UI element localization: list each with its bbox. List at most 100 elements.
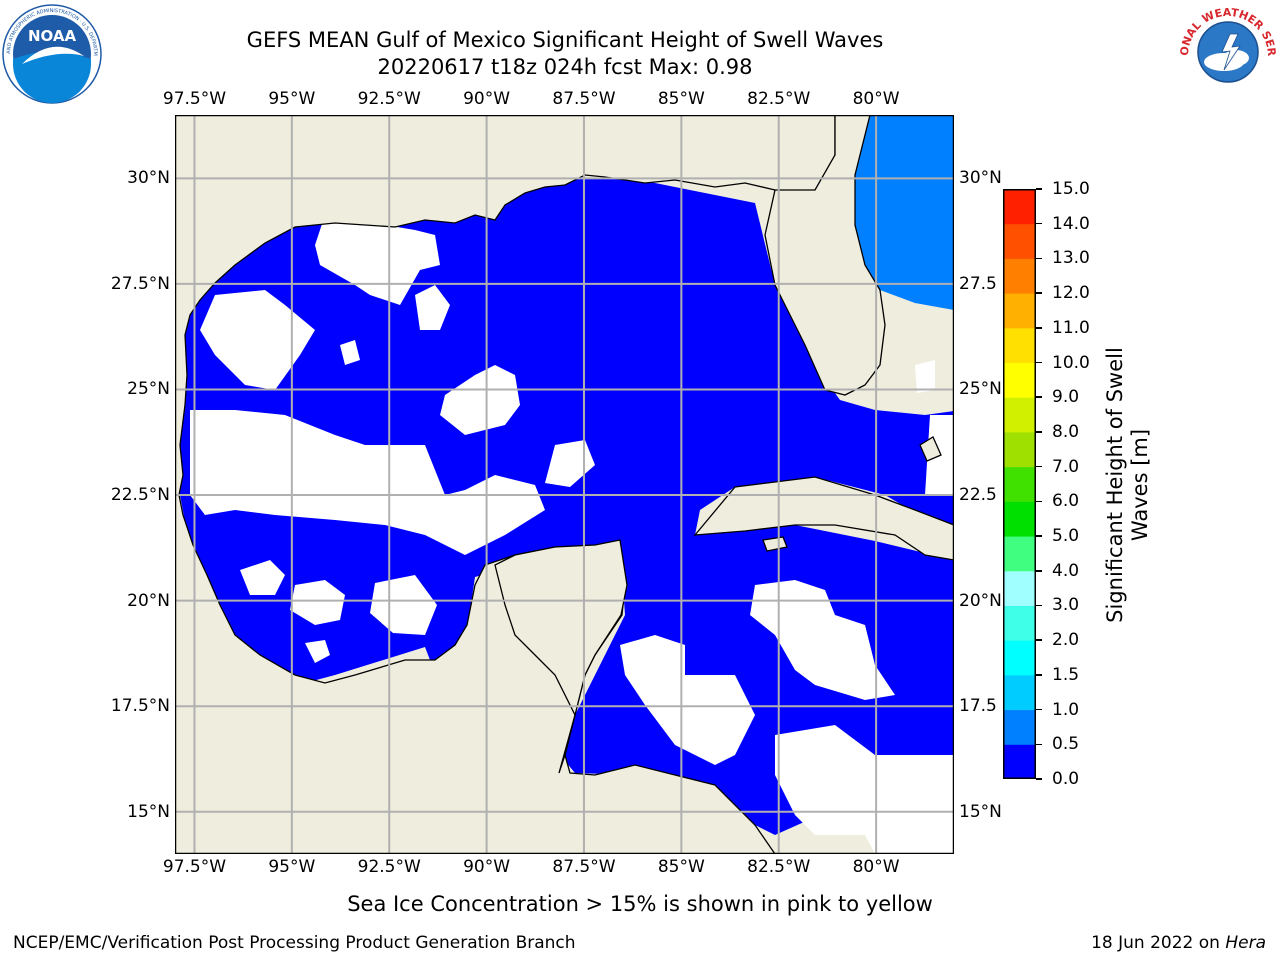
colorbar-tick-label: 8.0 (1052, 421, 1080, 442)
cuba-coast (693, 476, 954, 561)
lat-tick-label-left: 20°N (127, 590, 170, 611)
colorbar-tick-label: 1.5 (1052, 664, 1080, 685)
colorbar-segment (1003, 640, 1036, 676)
colorbar-tick-label: 2.0 (1052, 630, 1080, 651)
colorbar-segment (1003, 605, 1036, 641)
lon-tick-label-top: 95°W (268, 89, 316, 109)
colorbar-tick-mark (1036, 500, 1042, 503)
gulf-swell-region (179, 175, 954, 835)
lon-tick-label-bottom: 97.5°W (162, 857, 227, 877)
map-gridlines (175, 115, 954, 854)
andros-island (919, 436, 942, 462)
colorbar-tick-label: 12.0 (1052, 283, 1090, 304)
map-frame (175, 115, 954, 854)
colorbar-tick-label: 7.0 (1052, 456, 1080, 477)
footer-date: 18 Jun 2022 on Hera (1091, 933, 1266, 953)
footer-machine: Hera (1225, 933, 1266, 953)
lon-tick-label-bottom: 87.5°W (552, 857, 616, 877)
lon-tick-label-bottom: 82.5°W (747, 857, 811, 877)
lat-tick-label-left: 25°N (127, 379, 170, 400)
colorbar-svg (1003, 189, 1036, 780)
colorbar-label: Significant Height of Swell Waves [m] (1103, 347, 1152, 623)
isla-juventud (762, 536, 788, 552)
lon-tick-label-bottom: 80°W (852, 857, 900, 877)
colorbar-tick-label: 5.0 (1052, 526, 1080, 547)
lat-tick-label-right: 25°N (959, 379, 1002, 400)
noaa-logo-text: NOAA (28, 27, 77, 45)
lat-tick-label-left: 17.5°N (110, 696, 170, 717)
colorbar-segment (1003, 327, 1036, 364)
colorbar-tick-mark (1036, 604, 1042, 607)
colorbar-segment (1003, 397, 1036, 433)
colorbar-tick-mark (1036, 674, 1042, 676)
colorbar-tick-mark (1036, 639, 1042, 641)
colorbar-tick-label: 10.0 (1052, 352, 1090, 373)
colorbar-segment (1003, 223, 1036, 259)
colorbar-tick-mark (1036, 257, 1042, 260)
colorbar-tick-label: 9.0 (1052, 387, 1080, 408)
lon-tick-label-top: 90°W (463, 89, 511, 109)
atlantic-swell-region (855, 115, 954, 310)
colorbar-segment (1003, 570, 1036, 606)
chart-subtitle: 20220617 t18z 024h fcst Max: 0.98 (377, 55, 753, 79)
lat-tick-label-right: 22.5 (959, 485, 997, 506)
colorbar-tick-label: 14.0 (1052, 213, 1090, 234)
colorbar-tick-label: 13.0 (1052, 248, 1090, 269)
colorbar-tick-mark (1036, 743, 1042, 746)
colorbar-tick-label: 0.0 (1052, 769, 1080, 789)
colorbar-segment (1003, 362, 1036, 398)
colorbar-segment (1003, 258, 1036, 294)
lon-tick-label-top: 80°W (852, 89, 900, 109)
colorbar-tick-label: 3.0 (1052, 595, 1080, 616)
colorbar-tick-label: 0.5 (1052, 734, 1080, 755)
colorbar-tick-mark (1036, 292, 1042, 294)
colorbar-segment (1003, 674, 1036, 711)
colorbar-tick-mark (1036, 778, 1042, 780)
swell-height-map (175, 115, 954, 854)
lat-tick-label-right: 15°N (959, 801, 1002, 822)
colorbar-tick-mark (1036, 327, 1042, 329)
colorbar-tick-mark (1036, 465, 1042, 468)
lat-tick-label-left: 27.5°N (110, 273, 170, 294)
lon-tick-label-top: 85°W (657, 89, 705, 109)
colorbar-tick-label: 1.0 (1052, 699, 1080, 720)
colorbar-segment (1003, 293, 1036, 329)
colorbar-segment (1003, 466, 1036, 502)
colorbar-segment (1003, 431, 1036, 468)
lon-tick-label-top: 87.5°W (552, 89, 616, 109)
colorbar-segment (1003, 501, 1036, 537)
lon-tick-label-top: 97.5°W (162, 89, 227, 109)
colorbar-segment (1003, 189, 1036, 225)
colorbar-tick-mark (1036, 570, 1042, 572)
colorbar-tick-mark (1036, 222, 1042, 225)
lon-tick-label-top: 92.5°W (357, 89, 421, 109)
chart-title: GEFS MEAN Gulf of Mexico Significant Hei… (246, 28, 884, 52)
colorbar-tick-label: 6.0 (1052, 491, 1080, 512)
colorbar (1003, 189, 1036, 780)
footer-date-text: 18 Jun 2022 on (1091, 933, 1226, 953)
lat-tick-label-right: 17.5 (959, 696, 997, 717)
colorbar-tick-label: 4.0 (1052, 560, 1080, 581)
map-svg (175, 115, 954, 854)
lon-tick-label-bottom: 85°W (657, 857, 705, 877)
lat-tick-label-left: 30°N (127, 168, 170, 189)
lat-tick-label-right: 20°N (959, 590, 1002, 611)
colorbar-tick-label: 11.0 (1052, 317, 1090, 338)
calm-patches (190, 210, 954, 854)
lon-tick-label-bottom: 92.5°W (357, 857, 421, 877)
lat-tick-label-right: 30°N (959, 168, 1002, 189)
yucatan-coast (494, 539, 628, 774)
lon-tick-label-bottom: 90°W (463, 857, 511, 877)
sea-ice-note: Sea Ice Concentration > 15% is shown in … (347, 892, 933, 916)
colorbar-tick-mark (1036, 431, 1042, 433)
lat-tick-label-right: 27.5 (959, 273, 997, 294)
florida-coast (764, 115, 886, 396)
colorbar-tick-mark (1036, 535, 1042, 537)
lon-tick-label-bottom: 95°W (268, 857, 316, 877)
noaa-logo-icon: NOAA NATIONAL OCEANIC AND ATMOSPHERIC AD… (0, 0, 102, 104)
nws-logo-icon: NATIONAL WEATHER SERVICE (1173, 0, 1278, 100)
colorbar-segment (1003, 744, 1036, 780)
colorbar-frame (1003, 189, 1036, 779)
colorbar-segment (1003, 536, 1036, 572)
colorbar-tick-mark (1036, 708, 1042, 711)
